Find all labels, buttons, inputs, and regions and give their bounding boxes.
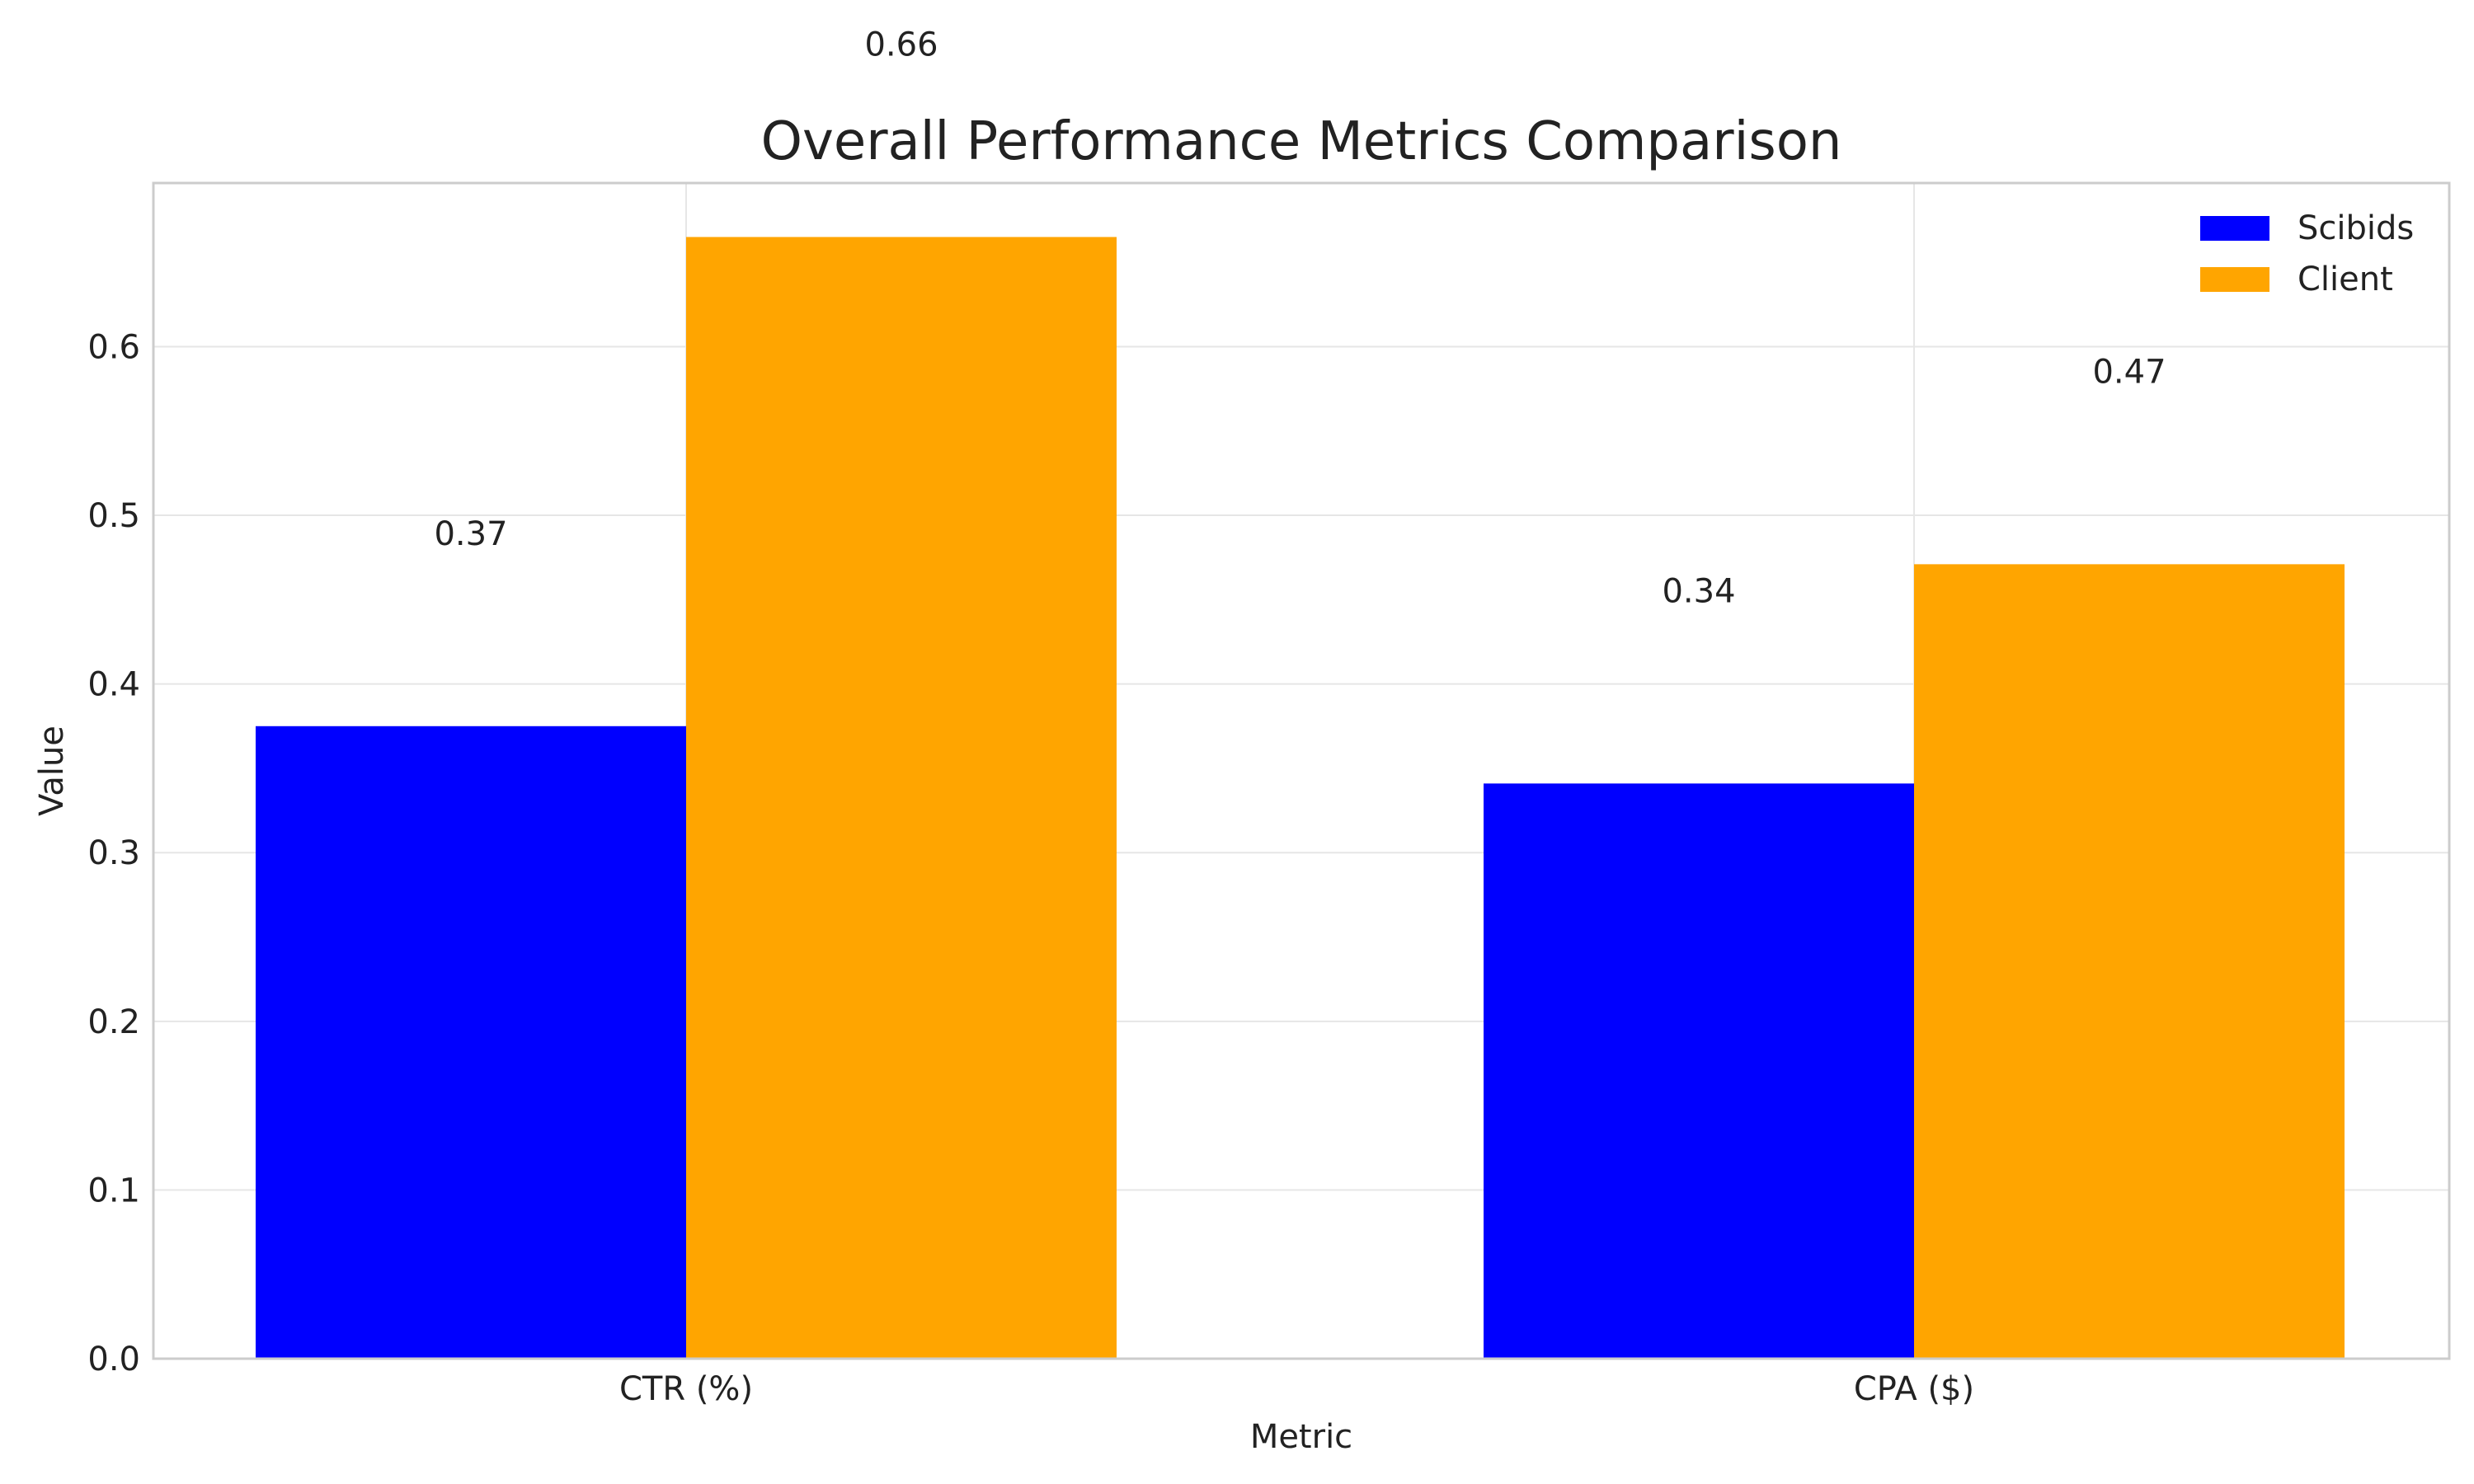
y-tick-label: 0.6 [87, 328, 140, 366]
data-labels-layer: 0.37 0.34 0.66 0.47 [434, 26, 2166, 610]
bar-client-2 [1914, 564, 2345, 1359]
plot-frame [152, 181, 2451, 1360]
data-label: 0.47 [2092, 353, 2166, 391]
y-tick-label: 0.3 [87, 834, 140, 872]
bar-scibids-1 [256, 726, 686, 1359]
x-tick-label: CTR (%) [619, 1370, 753, 1408]
legend-label-client: Client [2298, 261, 2393, 298]
y-tick-label: 0.1 [87, 1172, 140, 1209]
legend-label-scibids: Scibids [2298, 209, 2414, 247]
x-axis-label: Metric [1250, 1418, 1352, 1456]
y-axis-label: Value [33, 726, 71, 816]
y-tick-label: 0.4 [87, 666, 140, 704]
y-tick-label: 0.2 [87, 1003, 140, 1041]
ticks-layer: 0.0 0.1 0.2 0.3 0.4 0.5 0.6 CTR (%) CPA ($) [87, 328, 1974, 1408]
chart-title: Overall Performance Metrics Comparison [761, 111, 1842, 172]
data-label: 0.66 [864, 26, 938, 63]
bars-layer [256, 237, 2345, 1360]
y-tick-label: 0.5 [87, 497, 140, 535]
data-label: 0.37 [434, 515, 507, 553]
bar-client-1 [686, 237, 1117, 1360]
data-label: 0.34 [1662, 572, 1735, 610]
legend-swatch-scibids [2200, 216, 2269, 241]
legend: Scibids Client [2200, 209, 2414, 298]
bar-scibids-2 [1484, 783, 1914, 1359]
legend-swatch-client [2200, 267, 2269, 292]
x-tick-label: CPA ($) [1854, 1370, 1974, 1408]
y-tick-label: 0.0 [87, 1341, 140, 1378]
